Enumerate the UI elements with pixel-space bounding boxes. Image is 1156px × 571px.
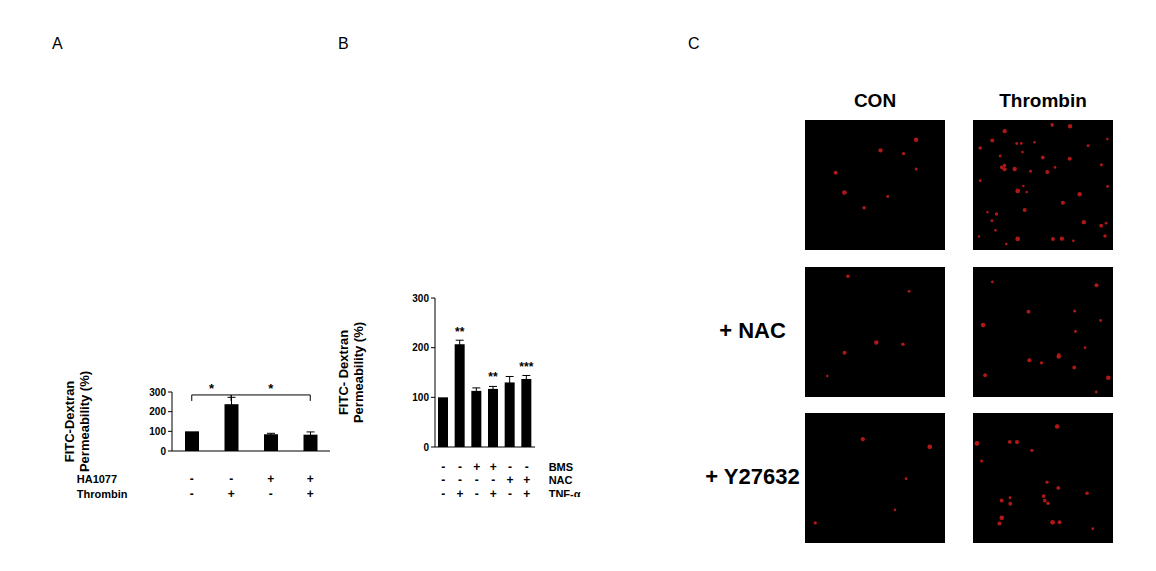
svg-text:+: + xyxy=(506,473,513,487)
html-text:B: B xyxy=(338,35,349,52)
svg-text:-: - xyxy=(475,473,479,487)
svg-text:-: - xyxy=(441,460,445,474)
svg-text:-: - xyxy=(491,473,495,487)
svg-text:+: + xyxy=(228,487,235,501)
svg-text:200: 200 xyxy=(412,342,429,353)
svg-text:+: + xyxy=(523,473,530,487)
html-text:A: A xyxy=(52,35,63,52)
svg-text:+: + xyxy=(490,460,497,474)
svg-text:+: + xyxy=(267,472,274,486)
svg-text:+: + xyxy=(307,487,314,501)
svg-text:Thrombin: Thrombin xyxy=(77,488,128,500)
svg-text:+: + xyxy=(456,487,463,497)
svg-text:200: 200 xyxy=(149,406,166,417)
svg-text:-: - xyxy=(458,473,462,487)
svg-text:FITC- DextranPermeability (%): FITC- DextranPermeability (%) xyxy=(336,322,366,423)
svg-text:TNF-α: TNF-α xyxy=(549,488,581,497)
svg-text:-: - xyxy=(508,487,512,497)
svg-text:-: - xyxy=(441,487,445,497)
svg-text:-: - xyxy=(190,487,194,501)
svg-text:100: 100 xyxy=(412,392,429,403)
svg-text:+: + xyxy=(523,487,530,497)
svg-text:**: ** xyxy=(455,325,465,339)
html-text:+ NAC: + NAC xyxy=(719,318,786,343)
svg-text:-: - xyxy=(475,487,479,497)
svg-text:-: - xyxy=(269,487,273,501)
svg-text:*: * xyxy=(209,381,215,396)
svg-text:-: - xyxy=(190,472,194,486)
svg-text:***: *** xyxy=(519,360,533,374)
svg-text:-: - xyxy=(441,473,445,487)
svg-text:NAC: NAC xyxy=(549,474,573,486)
svg-text:300: 300 xyxy=(412,293,429,304)
html-text:+ Y27632: + Y27632 xyxy=(705,464,800,489)
html-text:C: C xyxy=(688,35,700,52)
svg-text:0: 0 xyxy=(160,446,166,457)
svg-text:+: + xyxy=(307,472,314,486)
html-text:Thrombin: Thrombin xyxy=(999,90,1087,111)
svg-text:HA1077: HA1077 xyxy=(77,473,117,485)
svg-text:+: + xyxy=(473,460,480,474)
svg-text:-: - xyxy=(508,460,512,474)
svg-text:*: * xyxy=(268,381,274,396)
svg-text:**: ** xyxy=(488,370,498,384)
svg-text:300: 300 xyxy=(149,387,166,398)
svg-text:+: + xyxy=(490,487,497,497)
html-text:CON: CON xyxy=(853,90,897,111)
svg-text:-: - xyxy=(229,472,233,486)
svg-text:-: - xyxy=(525,460,529,474)
svg-text:100: 100 xyxy=(149,426,166,437)
svg-text:FITC-DextranPermeability (%): FITC-DextranPermeability (%) xyxy=(62,371,92,472)
svg-text:BMS: BMS xyxy=(549,461,573,473)
svg-text:-: - xyxy=(458,460,462,474)
svg-text:0: 0 xyxy=(423,442,429,453)
